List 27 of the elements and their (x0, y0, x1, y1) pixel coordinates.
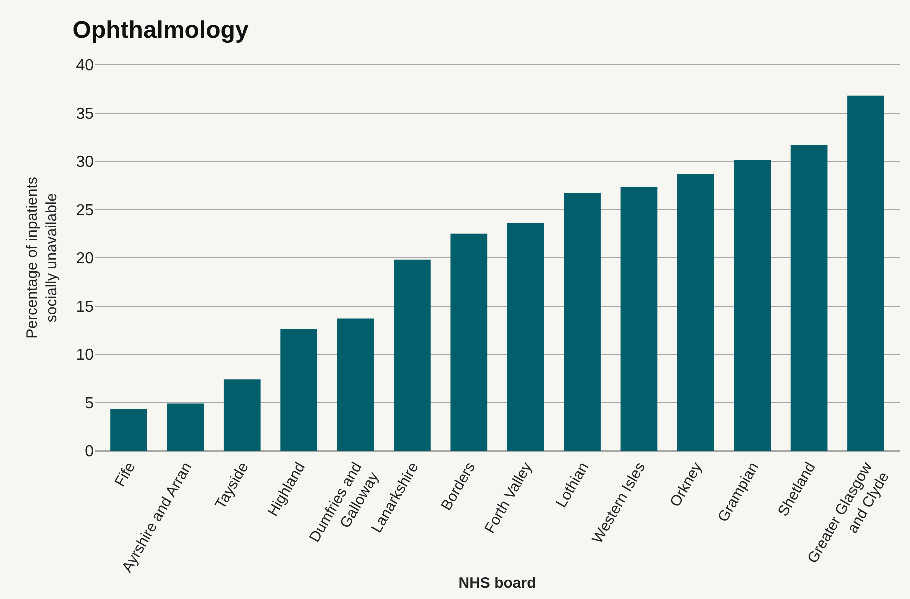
bar (734, 160, 772, 451)
bar (394, 260, 431, 451)
bar (450, 234, 488, 451)
y-tick-label: 25 (76, 202, 94, 220)
y-tick-label: 10 (76, 347, 94, 364)
y-tick-label: 0 (85, 444, 94, 461)
x-tick-label: Fife (112, 460, 139, 490)
y-tick-label: 30 (76, 154, 94, 172)
x-axis-title: NHS board (458, 575, 536, 592)
y-tick-label: 40 (76, 58, 94, 75)
y-axis-title: Percentage of inpatients socially unavailable (24, 177, 60, 339)
bar (110, 410, 148, 451)
bar (677, 174, 714, 451)
bar (620, 188, 658, 451)
chart-title: Ophthalmology (72, 16, 250, 44)
bar (280, 329, 318, 451)
y-tick-label: 15 (76, 298, 94, 316)
y-tick-label: 5 (85, 395, 94, 412)
bar (790, 145, 828, 451)
y-tick-label: 35 (76, 106, 94, 123)
y-tick-label: 20 (76, 250, 94, 268)
bar (167, 404, 204, 451)
bar (337, 318, 374, 451)
bar (224, 380, 261, 451)
bar (848, 96, 884, 451)
bar (507, 223, 544, 451)
bar (564, 193, 601, 451)
